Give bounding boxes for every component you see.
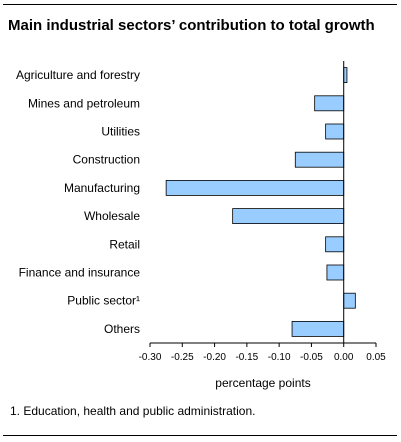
- bar-1: [314, 95, 345, 112]
- bar-8: [343, 292, 356, 309]
- x-tick-label-6: 0.00: [334, 352, 354, 363]
- bar-5: [232, 208, 345, 225]
- category-label-7: Finance and insurance: [19, 266, 141, 280]
- ticks-group: -0.30 -0.25 -0.20 -0.15 -0.10 -0.05 0.00 0.05: [139, 343, 386, 363]
- bar-4: [165, 179, 345, 196]
- category-label-2: Utilities: [101, 125, 140, 139]
- category-label-3: Construction: [73, 153, 140, 167]
- axes-group: [150, 61, 376, 344]
- x-tick-label-1: -0.25: [171, 352, 194, 363]
- bar-3: [294, 151, 345, 168]
- x-tick-label-2: -0.20: [203, 352, 226, 363]
- footnote: 1. Education, health and public administ…: [10, 404, 256, 418]
- top-rule: [3, 4, 397, 5]
- category-label-8: Public sector¹: [67, 294, 140, 308]
- category-label-6: Retail: [109, 237, 140, 251]
- category-label-0: Agriculture and forestry: [16, 68, 140, 82]
- category-label-1: Mines and petroleum: [28, 96, 140, 110]
- category-label-5: Wholesale: [84, 209, 140, 223]
- x-tick-label-3: -0.15: [235, 352, 258, 363]
- x-tick-label-5: -0.05: [300, 352, 323, 363]
- bar-2: [325, 123, 345, 140]
- category-labels: Agriculture and forestry Mines and petrol…: [16, 68, 140, 336]
- x-tick-label-7: 0.05: [366, 352, 386, 363]
- category-label-9: Others: [104, 322, 140, 336]
- bar-7: [326, 264, 345, 281]
- bottom-rule: [3, 435, 397, 436]
- bar-6: [325, 236, 345, 253]
- category-label-4: Manufacturing: [64, 181, 140, 195]
- bar-9: [291, 320, 345, 337]
- chart-title: Main industrial sectors’ contribution to…: [8, 17, 375, 34]
- x-tick-label-4: -0.10: [268, 352, 291, 363]
- bar-chart: Agriculture and forestry Mines and petrol…: [16, 61, 386, 390]
- x-axis-title: percentage points: [215, 376, 310, 390]
- bars-group: [165, 67, 356, 337]
- x-tick-label-0: -0.30: [139, 352, 162, 363]
